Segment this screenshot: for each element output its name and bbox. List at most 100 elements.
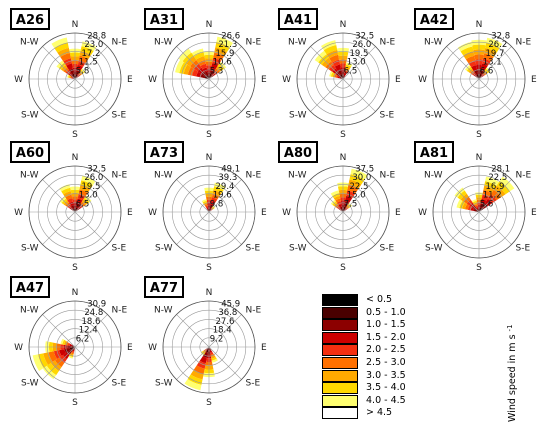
outer-ring (162, 300, 256, 394)
sector-a42-337.5-band-7 (457, 41, 473, 52)
sector-a81-337.5-band-4 (474, 203, 478, 207)
sector-a26-22.5-band-5 (79, 50, 91, 60)
sector-a47-202.5-band-1 (73, 348, 75, 350)
tick-label: 19.5 (82, 182, 101, 192)
tick-label: 30.0 (352, 173, 371, 183)
sector-a26-292.5-band-5 (69, 75, 71, 79)
legend-swatch (322, 319, 358, 332)
outer-ring (296, 32, 390, 126)
grid-spoke (446, 211, 480, 245)
sector-a26-337.5-band-6 (54, 42, 69, 53)
sector-a26-337.5-band-0 (72, 73, 75, 79)
sector-a26-292.5-band-3 (71, 76, 73, 79)
sector-a47-292.5-band-1 (71, 344, 74, 347)
legend-swatch (322, 394, 358, 407)
tick-label: 49.1 (221, 164, 240, 174)
sector-a60-22.5-band-6 (80, 180, 93, 190)
sector-a31-22.5-band-5 (214, 47, 228, 57)
outer-ring (28, 32, 122, 126)
sector-a77-157.5-band-1 (209, 348, 212, 351)
tick-label: 26.0 (84, 173, 103, 183)
sector-a41-292.5-band-2 (337, 76, 341, 79)
sector-a80-337.5-band-7 (330, 190, 340, 196)
direction-label-e: E (395, 75, 401, 85)
tick-label: 32.8 (491, 31, 510, 41)
sector-a77-202.5-band-1 (202, 351, 208, 358)
panel-label-box (144, 8, 184, 30)
sector-a47-247.5-band-6 (37, 353, 49, 368)
sector-a77-202.5-band-4 (193, 365, 205, 375)
grid-spoke (208, 46, 242, 80)
grid-spoke (42, 46, 76, 80)
sector-a81-337.5-band-3 (475, 205, 479, 208)
panel-label-box (10, 276, 50, 298)
direction-label-s-e: S-E (112, 111, 127, 121)
grid-spoke (342, 46, 376, 80)
sector-a73-22.5-band-5 (212, 189, 222, 197)
sector-a31-22.5-band-0 (209, 73, 212, 79)
sector-a81-292.5-band-3 (467, 205, 472, 211)
legend-label: 0.5 - 1.0 (366, 306, 406, 318)
legend-entry: 0.5 - 1.0 (322, 306, 422, 319)
sector-a42-22.5-band-0 (479, 73, 482, 79)
sector-a80-22.5-band-4 (347, 184, 359, 194)
grid-spoke (74, 78, 108, 112)
tick-label: 28.1 (491, 164, 510, 174)
grid-spoke (176, 211, 210, 245)
sector-a26-337.5-band-5 (57, 47, 70, 57)
direction-label-s: S (206, 263, 212, 273)
direction-label-n-w: N-W (20, 38, 39, 48)
grid-spoke (310, 211, 344, 245)
direction-label-w: W (148, 75, 157, 85)
direction-label-e: E (261, 208, 267, 218)
direction-label-n-w: N-W (154, 171, 173, 181)
legend-title-sup: -1 (506, 324, 514, 331)
direction-label-s: S (340, 130, 346, 140)
legend-swatch (322, 344, 358, 357)
grid-spoke (446, 46, 480, 80)
grid-spoke (208, 314, 242, 348)
sector-a42-337.5-band-4 (465, 55, 476, 64)
panel-label-box (144, 141, 184, 163)
sector-a81-337.5-band-2 (476, 207, 479, 210)
grid-spoke (446, 179, 480, 213)
sector-a42-337.5-band-3 (468, 60, 477, 68)
grid-spoke (176, 346, 210, 380)
wind-rose-a47: 30.924.818.612.46.2 N N-E E S-E S S-W W N-W A47 (10, 276, 133, 408)
sector-a80-22.5-band-0 (343, 206, 347, 212)
tick-label: 36.8 (218, 308, 237, 318)
tick-label: 11.2 (483, 191, 502, 201)
sector-a47-247.5-band-7 (32, 354, 44, 371)
outer-ring (28, 165, 122, 259)
tick-label: 29.4 (216, 182, 235, 192)
direction-label-n-e: N-E (380, 38, 396, 48)
tick-label: 9.8 (210, 199, 224, 209)
panel-label-box (10, 8, 50, 30)
tick-label: 15.0 (347, 191, 366, 201)
sector-a42-22.5-band-4 (483, 53, 494, 62)
sector-a47-292.5-band-6 (62, 339, 66, 345)
tick-label: 18.6 (82, 317, 101, 327)
sector-a73-337.5-band-2 (206, 207, 209, 210)
sector-a73-337.5-band-1 (207, 208, 209, 211)
sector-a31-337.5-band-5 (196, 56, 206, 63)
panel-label-a31: A31 (150, 13, 178, 28)
grid-spoke (74, 179, 108, 213)
legend-swatch (322, 331, 358, 344)
direction-label-s-e: S-E (246, 379, 261, 389)
direction-label-s-e: S-E (380, 111, 395, 121)
direction-label-e: E (395, 208, 401, 218)
sector-a77-157.5-band-5 (210, 355, 216, 359)
grid-spoke (176, 314, 210, 348)
sector-a77-157.5-band-7 (211, 358, 218, 363)
sector-a60-22.5-band-3 (77, 193, 86, 201)
sector-a26-22.5-band-3 (77, 60, 86, 68)
tick-label: 13.0 (79, 191, 98, 201)
sector-a41-292.5-band-6 (330, 72, 335, 77)
tick-label: 22.5 (350, 182, 369, 192)
direction-label-s: S (72, 398, 78, 408)
sector-a31-292.5-band-1 (200, 74, 206, 79)
sector-a26-337.5-band-4 (60, 53, 71, 62)
direction-label-n-w: N-W (20, 171, 39, 181)
